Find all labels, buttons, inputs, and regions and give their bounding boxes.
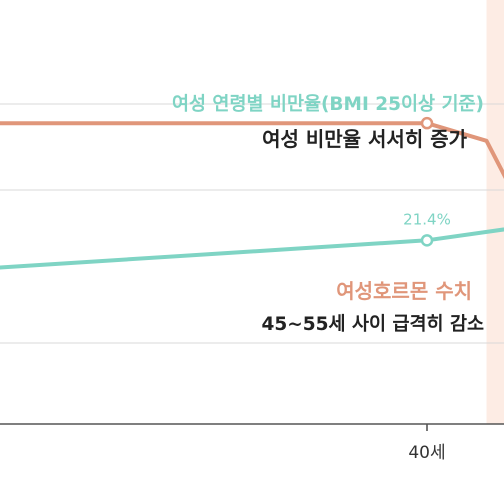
hormone-annotation-title: 여성호르몬 수치: [336, 279, 472, 303]
series-lines-layer: [0, 121, 504, 270]
obesity-annotation-subtitle: 여성 비만율 서서히 증가: [262, 127, 467, 151]
x-tick-label: 40세: [408, 443, 445, 463]
markers-layer: [420, 116, 434, 247]
grid-layer: [0, 103, 504, 431]
series-line-1: [0, 227, 504, 270]
hormone-annotation: 여성호르몬 수치 45~55세 사이 급격히 감소: [262, 279, 484, 335]
labels-layer: 40세50세60세70세이상21.4%23.2%26.6%27.9%: [403, 210, 451, 463]
highlight-band-layer: [486, 0, 504, 424]
data-point: [420, 116, 434, 130]
data-point: [420, 234, 434, 247]
obesity-annotation: 여성 연령별 비만율(BMI 25이상 기준) 여성 비만율 서서히 증가: [172, 94, 484, 151]
data-label: 21.4%: [403, 210, 451, 228]
highlight-band: [486, 0, 504, 424]
obesity-annotation-title: 여성 연령별 비만율(BMI 25이상 기준): [172, 94, 484, 115]
series-line-2: [0, 121, 504, 180]
hormone-annotation-subtitle: 45~55세 사이 급격히 감소: [262, 314, 484, 335]
